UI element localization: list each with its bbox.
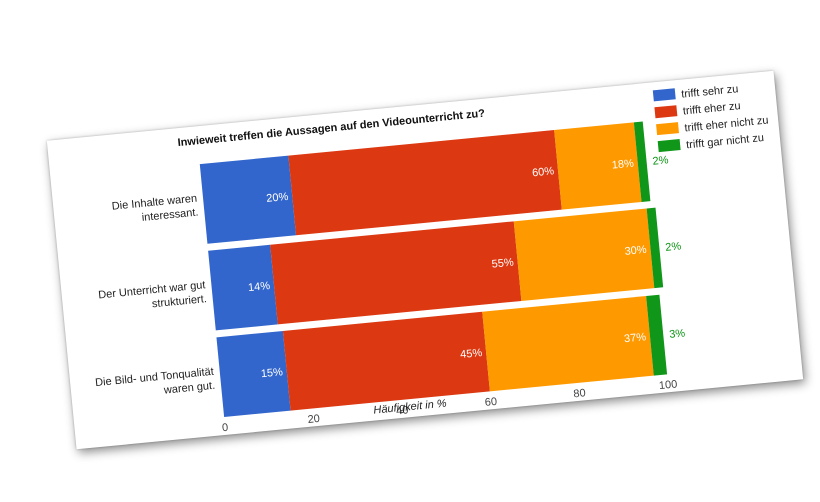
bar-segment <box>270 221 522 325</box>
legend-swatch <box>652 88 676 102</box>
tick-label: 100 <box>658 378 677 392</box>
data-label: 2% <box>665 240 682 253</box>
legend-swatch <box>656 122 680 136</box>
bar-segment <box>633 121 651 202</box>
tick-label: 80 <box>573 387 586 400</box>
bar-segment <box>646 207 664 289</box>
bar-segment <box>554 122 642 210</box>
category-label: interessant. <box>141 207 199 224</box>
data-label: 20% <box>266 191 289 205</box>
category-label: strukturiert. <box>151 293 207 310</box>
bar-segment <box>288 130 562 236</box>
tick-label: 40 <box>396 404 409 417</box>
tick-label: 60 <box>484 396 497 409</box>
data-label: 55% <box>491 257 514 271</box>
legend-label: trifft eher zu <box>682 100 741 117</box>
data-label: 37% <box>624 331 647 345</box>
chart-card: Inwieweit treffen die Aussagen auf den V… <box>46 70 804 450</box>
stacked-bar-chart: Inwieweit treffen die Aussagen auf den V… <box>95 83 769 434</box>
data-label: 30% <box>624 244 647 258</box>
data-label: 45% <box>460 347 483 361</box>
bar-segment <box>282 311 490 411</box>
data-label: 15% <box>260 366 283 380</box>
data-label: 18% <box>611 158 634 172</box>
legend-label: trifft gar nicht zu <box>686 132 765 151</box>
legend-swatch <box>654 105 678 119</box>
bar-segment <box>482 295 654 392</box>
tick-label: 0 <box>222 422 229 435</box>
bar-segment <box>646 294 668 376</box>
data-label: 3% <box>669 327 686 340</box>
bar-segment <box>199 155 297 244</box>
data-label: 60% <box>532 165 555 179</box>
bar-segment <box>208 244 278 331</box>
data-label: 2% <box>652 154 669 167</box>
category-label: waren gut. <box>162 380 215 397</box>
bar-segment <box>513 208 655 301</box>
legend-label: trifft eher nicht zu <box>684 114 769 134</box>
x-axis-ticks: 0 20 40 60 80 100 <box>222 378 678 434</box>
bars-group: 20% 60% 18% 2% 14% 55% 30% 2% 15% 45% 37% 3% <box>199 121 686 417</box>
bar-segment <box>216 330 291 417</box>
tick-label: 20 <box>307 413 320 426</box>
data-label: 14% <box>248 280 271 294</box>
legend-swatch <box>657 139 681 153</box>
legend-label: trifft sehr zu <box>681 83 739 100</box>
